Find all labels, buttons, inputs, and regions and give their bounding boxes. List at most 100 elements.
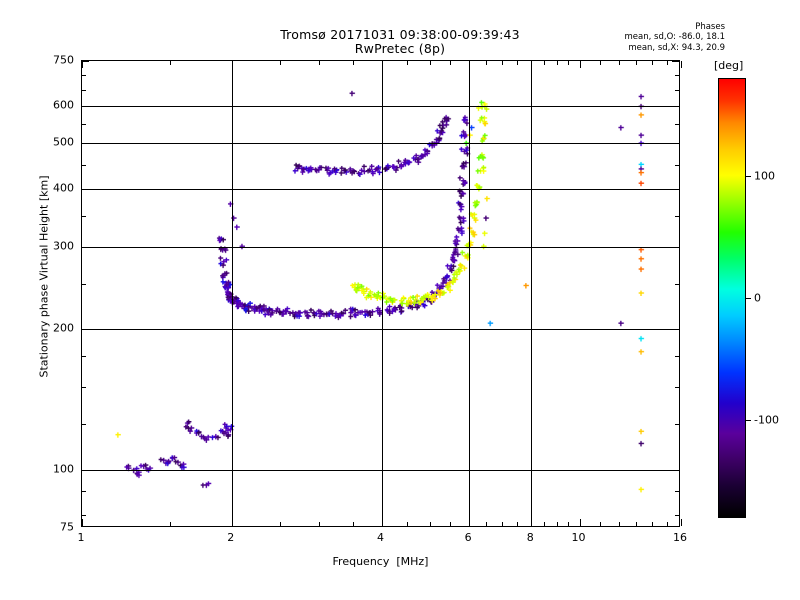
x-tick: [469, 519, 471, 526]
y-tick-right: [675, 215, 679, 217]
y-tick: [82, 329, 89, 331]
x-tick: [579, 519, 581, 526]
y-tick: [82, 246, 89, 248]
x-tick-minor: [517, 522, 519, 526]
y-tick: [82, 283, 86, 285]
y-tick-right: [675, 424, 679, 426]
gridline-vertical: [231, 61, 233, 526]
colorbar-tick: [746, 420, 751, 422]
y-tick-label: 200: [53, 321, 74, 335]
x-tick: [429, 522, 431, 526]
x-tick-minor: [667, 522, 669, 526]
y-tick: [82, 61, 89, 62]
x-tick-label: 10: [571, 531, 586, 544]
y-tick-right: [675, 90, 679, 91]
x-tick-top: [579, 61, 581, 68]
x-tick-minor: [544, 522, 546, 526]
x-tick-minor-top: [169, 61, 171, 65]
colorbar-tick-label: -100: [754, 413, 779, 427]
x-tick-label: 16: [673, 531, 687, 544]
plot-area: [81, 60, 682, 527]
y-tick-right: [672, 469, 679, 471]
y-tick: [82, 106, 89, 108]
x-tick-minor-top: [406, 61, 408, 65]
y-tick-right: [672, 106, 679, 108]
gridline-horizontal: [82, 106, 679, 108]
y-tick-right: [675, 123, 679, 125]
x-tick: [82, 519, 83, 526]
y-tick-right: [675, 356, 679, 358]
y-tick: [82, 491, 86, 492]
x-tick-top: [319, 61, 321, 65]
x-tick-top: [231, 61, 233, 68]
y-tick: [82, 90, 86, 91]
x-axis-title: Frequency [MHz]: [332, 555, 429, 568]
y-tick: [82, 164, 86, 166]
x-tick-minor: [652, 522, 654, 526]
y-tick-label: 600: [53, 98, 74, 112]
phases-annotation: Phases mean, sd,O: -86.0, 18.1 mean, sd,…: [560, 22, 725, 53]
y-tick-right: [672, 61, 679, 62]
colorbar: [718, 78, 746, 518]
colorbar-tick: [746, 298, 751, 299]
x-tick-minor: [406, 522, 408, 526]
x-tick-minor-top: [652, 61, 654, 65]
x-tick-minor-top: [352, 61, 354, 65]
plot-title-line2: RwPretec (8p): [354, 41, 446, 56]
colorbar-tick-label: 100: [754, 169, 775, 183]
gridline-horizontal: [82, 329, 679, 331]
x-tick-minor: [280, 522, 281, 526]
x-tick-label: 1: [77, 531, 85, 544]
x-tick-minor-top: [486, 61, 488, 65]
x-tick-top: [681, 61, 682, 68]
x-tick: [556, 522, 558, 526]
x-tick-top: [381, 61, 383, 68]
colorbar-unit-label: [deg]: [714, 59, 744, 72]
y-tick: [82, 356, 86, 358]
y-tick: [82, 188, 89, 190]
gridline-horizontal: [82, 143, 679, 145]
y-tick-right: [675, 387, 679, 389]
x-tick-minor-top: [517, 61, 519, 65]
x-tick: [381, 519, 383, 526]
x-tick-top: [556, 61, 558, 65]
x-tick-top: [531, 61, 533, 68]
gridline-horizontal: [82, 469, 679, 471]
x-tick-minor: [600, 522, 601, 526]
colorbar-tick: [746, 175, 751, 177]
y-tick: [82, 514, 86, 516]
x-tick-minor-top: [618, 61, 620, 65]
y-tick: [82, 424, 86, 426]
x-tick-top: [429, 61, 431, 65]
y-tick: [82, 143, 89, 145]
x-tick-label: 6: [464, 531, 472, 544]
y-axis-title: Stationary phase Virtual Height [km]: [37, 175, 51, 378]
y-tick-label: 100: [53, 462, 74, 476]
x-tick-minor-top: [600, 61, 601, 65]
plot-title-line1: Tromsø 20171031 09:38:00-09:39:43: [280, 27, 520, 42]
x-tick-minor-top: [544, 61, 546, 65]
gridline-horizontal: [82, 188, 679, 190]
phases-annotation-x-mode: mean, sd,X: 94.3, 20.9: [628, 42, 725, 53]
x-tick-minor: [636, 522, 638, 526]
gridline-horizontal: [82, 246, 679, 248]
x-tick-label: 8: [526, 531, 534, 544]
gridline-vertical: [469, 61, 471, 526]
x-tick-top: [502, 61, 504, 65]
phases-annotation-o-mode: mean, sd,O: -86.0, 18.1: [624, 32, 725, 43]
y-tick: [82, 215, 86, 217]
y-tick-right: [675, 514, 679, 516]
x-tick-minor-top: [280, 61, 281, 65]
x-tick-minor: [486, 522, 488, 526]
x-tick-minor: [169, 522, 171, 526]
y-tick-label: 300: [53, 239, 74, 253]
y-tick-right: [672, 246, 679, 248]
y-tick-label: 750: [53, 53, 74, 67]
x-tick-minor: [618, 522, 620, 526]
x-tick: [681, 519, 682, 526]
y-tick: [82, 469, 89, 471]
scatter-data-canvas: [82, 61, 679, 526]
y-tick-label: 400: [53, 181, 74, 194]
x-tick-minor-top: [450, 61, 452, 65]
